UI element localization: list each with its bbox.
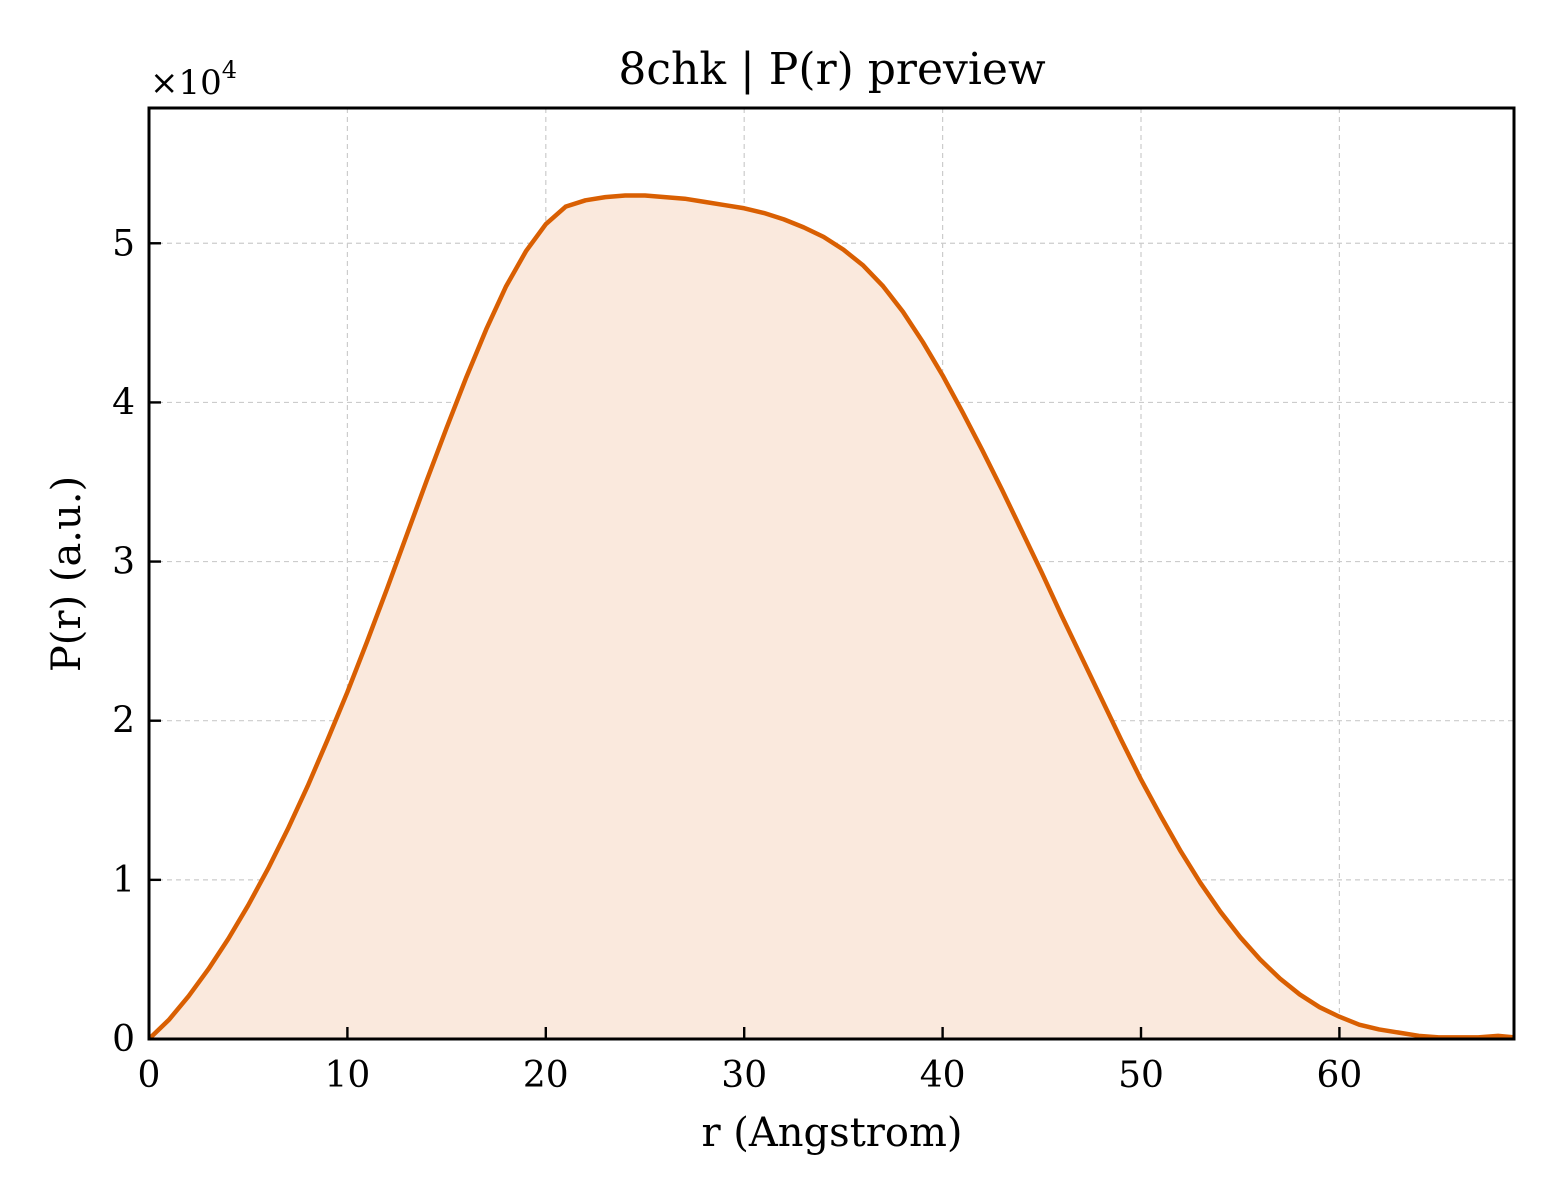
y-tick-label: 0 [112, 1019, 135, 1060]
x-tick-label: 50 [1118, 1055, 1164, 1096]
x-tick-label: 40 [920, 1055, 966, 1096]
plot-frame [147, 106, 1516, 1041]
y-axis-label: P(r) (a.u.) [44, 476, 90, 672]
pr-line [147, 193, 1515, 1041]
x-tick-label: 30 [721, 1055, 767, 1096]
y-tick-label: 2 [112, 701, 135, 742]
ticks: 0 10 20 30 40 50 60 0 1 2 3 4 5 [112, 223, 1362, 1096]
y-tick-label: 4 [112, 382, 135, 423]
y-axis-multiplier: ×104 [150, 56, 237, 103]
x-axis-label: r (Angstrom) [701, 1110, 962, 1156]
chart-title: 8chk | P(r) preview [618, 44, 1046, 95]
x-tick-label: 20 [523, 1055, 569, 1096]
y-tick-label: 5 [112, 223, 135, 264]
x-tick-label: 60 [1317, 1055, 1363, 1096]
pr-area-fill [149, 195, 1514, 1039]
y-multiplier-base: ×10 [150, 63, 222, 103]
y-tick-label: 3 [112, 542, 135, 583]
x-tick-label: 10 [324, 1055, 370, 1096]
y-multiplier-exponent: 4 [222, 56, 237, 84]
y-tick-label: 1 [112, 860, 135, 901]
x-tick-label: 0 [138, 1055, 161, 1096]
